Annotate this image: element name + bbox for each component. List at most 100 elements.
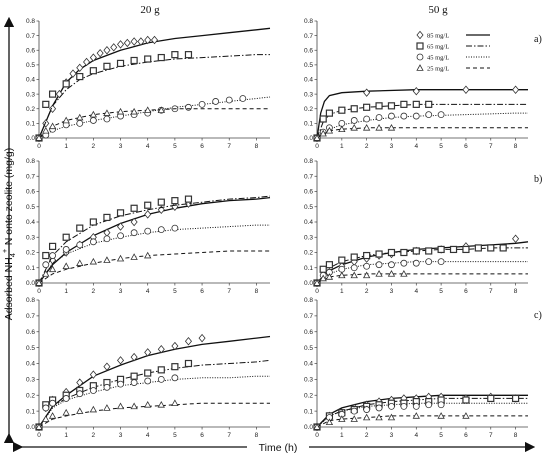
data-point: [375, 250, 383, 258]
x-tick-label: 8: [255, 143, 259, 150]
x-tick-label: 1: [64, 432, 68, 439]
data-point: [55, 89, 63, 99]
data-point: [171, 374, 179, 382]
data-point: [512, 234, 520, 243]
data-point: [48, 265, 57, 273]
x-axis-label: Time (h): [259, 442, 298, 454]
data-point: [350, 407, 358, 415]
y-tick-label: 0.7: [304, 173, 313, 180]
x-tick-label: 4: [414, 432, 418, 439]
data-point: [171, 341, 179, 351]
data-point: [363, 406, 371, 413]
data-point: [130, 56, 138, 65]
x-tick-label: 3: [119, 143, 123, 150]
y-axis-label-sub: 4: [8, 253, 17, 257]
model-curve: [38, 224, 270, 284]
x-tick-label: 2: [92, 143, 96, 150]
data-point: [184, 337, 192, 346]
data-point: [62, 80, 70, 88]
data-point: [157, 53, 165, 62]
data-point: [319, 115, 327, 123]
x-tick-label: 0: [315, 288, 319, 295]
data-point: [144, 35, 152, 45]
data-point: [363, 251, 371, 260]
y-tick-label: 0.0: [304, 280, 313, 287]
y-tick-label: 0.6: [304, 329, 313, 336]
y-axis-label-sup: +: [0, 248, 9, 253]
data-point: [338, 415, 346, 422]
data-point: [157, 400, 165, 408]
model-curve: [38, 402, 270, 428]
series-65-mg-l: [35, 195, 271, 287]
data-point: [62, 408, 70, 416]
data-point: [157, 198, 165, 206]
model-curve: [38, 196, 271, 284]
model-curve: [38, 27, 271, 139]
x-tick-label: 7: [489, 143, 493, 150]
data-point: [103, 46, 111, 55]
series-85-mg-l: [35, 27, 271, 143]
data-point: [76, 407, 84, 414]
data-point: [76, 378, 84, 387]
data-point: [144, 201, 152, 209]
data-point: [62, 246, 70, 253]
y-tick-label: 0.1: [26, 265, 35, 272]
y-tick-label: 0.8: [26, 297, 35, 304]
series-85-mg-l: [35, 196, 271, 288]
data-point: [319, 265, 327, 273]
data-point: [412, 112, 420, 120]
data-point: [400, 248, 408, 257]
data-point: [144, 55, 152, 63]
x-tick-label: 2: [365, 143, 369, 150]
x-tick-label: 6: [464, 432, 468, 439]
data-point: [76, 390, 84, 398]
series-65-mg-l: [35, 51, 270, 142]
data-point: [144, 227, 152, 235]
data-point: [387, 102, 396, 110]
data-point: [144, 400, 152, 408]
legend-label: 85 mg/L: [427, 32, 449, 39]
data-point: [499, 244, 507, 252]
model-curve: [316, 127, 528, 139]
data-point: [48, 412, 57, 419]
x-tick-label: 1: [64, 288, 68, 295]
y-tick-label: 0.0: [304, 135, 313, 142]
series-85-mg-l: [35, 333, 271, 432]
data-point: [338, 256, 346, 264]
x-tick-label: 0: [315, 143, 319, 150]
data-point: [400, 402, 408, 410]
data-point: [325, 109, 334, 117]
data-point: [387, 413, 396, 421]
data-point: [117, 40, 125, 49]
data-point: [76, 259, 84, 266]
data-point: [35, 134, 43, 141]
panel-letter-c: c): [534, 310, 542, 321]
x-tick-label: 2: [365, 432, 369, 439]
data-point: [76, 113, 84, 121]
x-tick-label: 0: [315, 432, 319, 439]
model-curve: [316, 89, 528, 139]
panel-1: 0.0 0.1 0.2 0.3 0.4 0.5 0.6 0.7 0.8 0 1 2 3 4 5 6 7 8: [26, 18, 271, 150]
data-point: [130, 253, 138, 260]
y-tick-label: 0.0: [26, 424, 35, 431]
data-point: [487, 394, 495, 403]
legend-label: 45 mg/L: [427, 54, 449, 61]
data-point: [42, 270, 50, 277]
y-tick-label: 0.4: [26, 361, 35, 368]
data-point: [103, 362, 111, 371]
x-tick-label: 4: [146, 143, 150, 150]
x-tick-label: 8: [255, 432, 259, 439]
y-tick-label: 0.8: [304, 158, 313, 165]
y-tick-label: 0.3: [26, 234, 35, 241]
data-point: [130, 372, 138, 380]
data-point: [184, 51, 193, 59]
x-tick-label: 3: [390, 288, 394, 295]
data-point: [363, 262, 371, 270]
data-point: [48, 90, 57, 98]
data-point: [437, 258, 445, 266]
data-point: [89, 370, 97, 379]
y-tick-label: 0.6: [26, 47, 35, 54]
x-tick-label: 5: [439, 288, 443, 295]
x-tick-label: 2: [365, 288, 369, 295]
data-point: [69, 69, 77, 78]
